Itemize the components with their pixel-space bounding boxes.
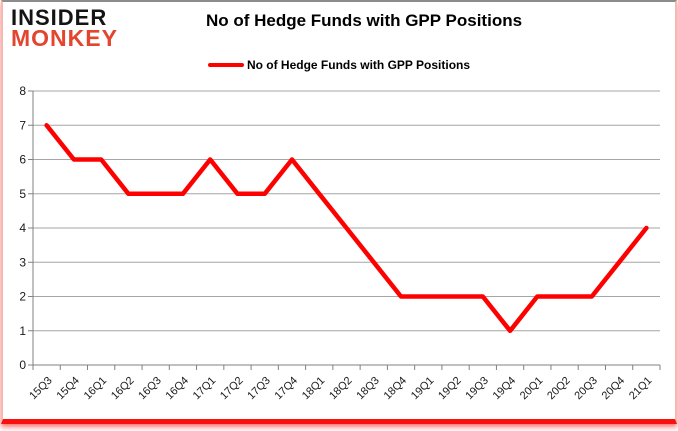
x-tick-label: 17Q1: [191, 375, 219, 403]
legend-label: No of Hedge Funds with GPP Positions: [246, 58, 471, 72]
legend: No of Hedge Funds with GPP Positions: [0, 58, 678, 72]
x-tick-label: 18Q1: [300, 375, 328, 403]
x-tick-label: 21Q1: [627, 375, 655, 403]
x-tick-label: 15Q3: [27, 375, 55, 403]
chart-title: No of Hedge Funds with GPP Positions: [205, 11, 523, 30]
x-tick-label: 19Q1: [409, 375, 437, 403]
x-tick-label: 16Q1: [82, 375, 110, 403]
y-tick-label: 7: [19, 118, 26, 132]
x-tick-label: 16Q2: [109, 375, 137, 403]
x-tick-label: 17Q4: [273, 375, 301, 403]
x-tick-label: 16Q3: [136, 375, 164, 403]
x-tick-label: 16Q4: [164, 375, 192, 403]
x-tick-label: 18Q3: [354, 375, 382, 403]
x-tick-label: 20Q3: [572, 375, 600, 403]
logo-line-monkey: MONKEY: [11, 25, 118, 52]
x-tick-label: 15Q4: [54, 375, 82, 403]
y-tick-label: 6: [19, 153, 26, 167]
data-line-series: [44, 123, 649, 334]
insider-monkey-logo: INSIDER MONKEY: [11, 5, 118, 52]
x-tick-label: 17Q3: [245, 375, 273, 403]
y-tick-label: 2: [19, 290, 26, 304]
y-tick-label: 4: [19, 221, 26, 235]
logo-line-insider: INSIDER: [11, 5, 108, 30]
y-tick-label: 5: [19, 187, 26, 201]
y-tick-label: 8: [19, 84, 26, 98]
x-tick-label: 19Q2: [436, 375, 464, 403]
y-tick-label: 0: [19, 358, 26, 372]
y-tick-label: 3: [19, 255, 26, 269]
legend-line-swatch-icon: [207, 63, 244, 67]
x-tick-label: 20Q1: [518, 375, 546, 403]
x-tick-label: 19Q4: [491, 375, 519, 403]
x-tick-label: 19Q3: [463, 375, 491, 403]
x-tick-label: 17Q2: [218, 375, 246, 403]
x-tick-label: 18Q4: [382, 375, 410, 403]
x-tick-label: 20Q4: [600, 375, 628, 403]
x-tick-label: 18Q2: [327, 375, 355, 403]
x-tick-label: 20Q2: [545, 375, 573, 403]
y-tick-label: 1: [19, 324, 26, 338]
